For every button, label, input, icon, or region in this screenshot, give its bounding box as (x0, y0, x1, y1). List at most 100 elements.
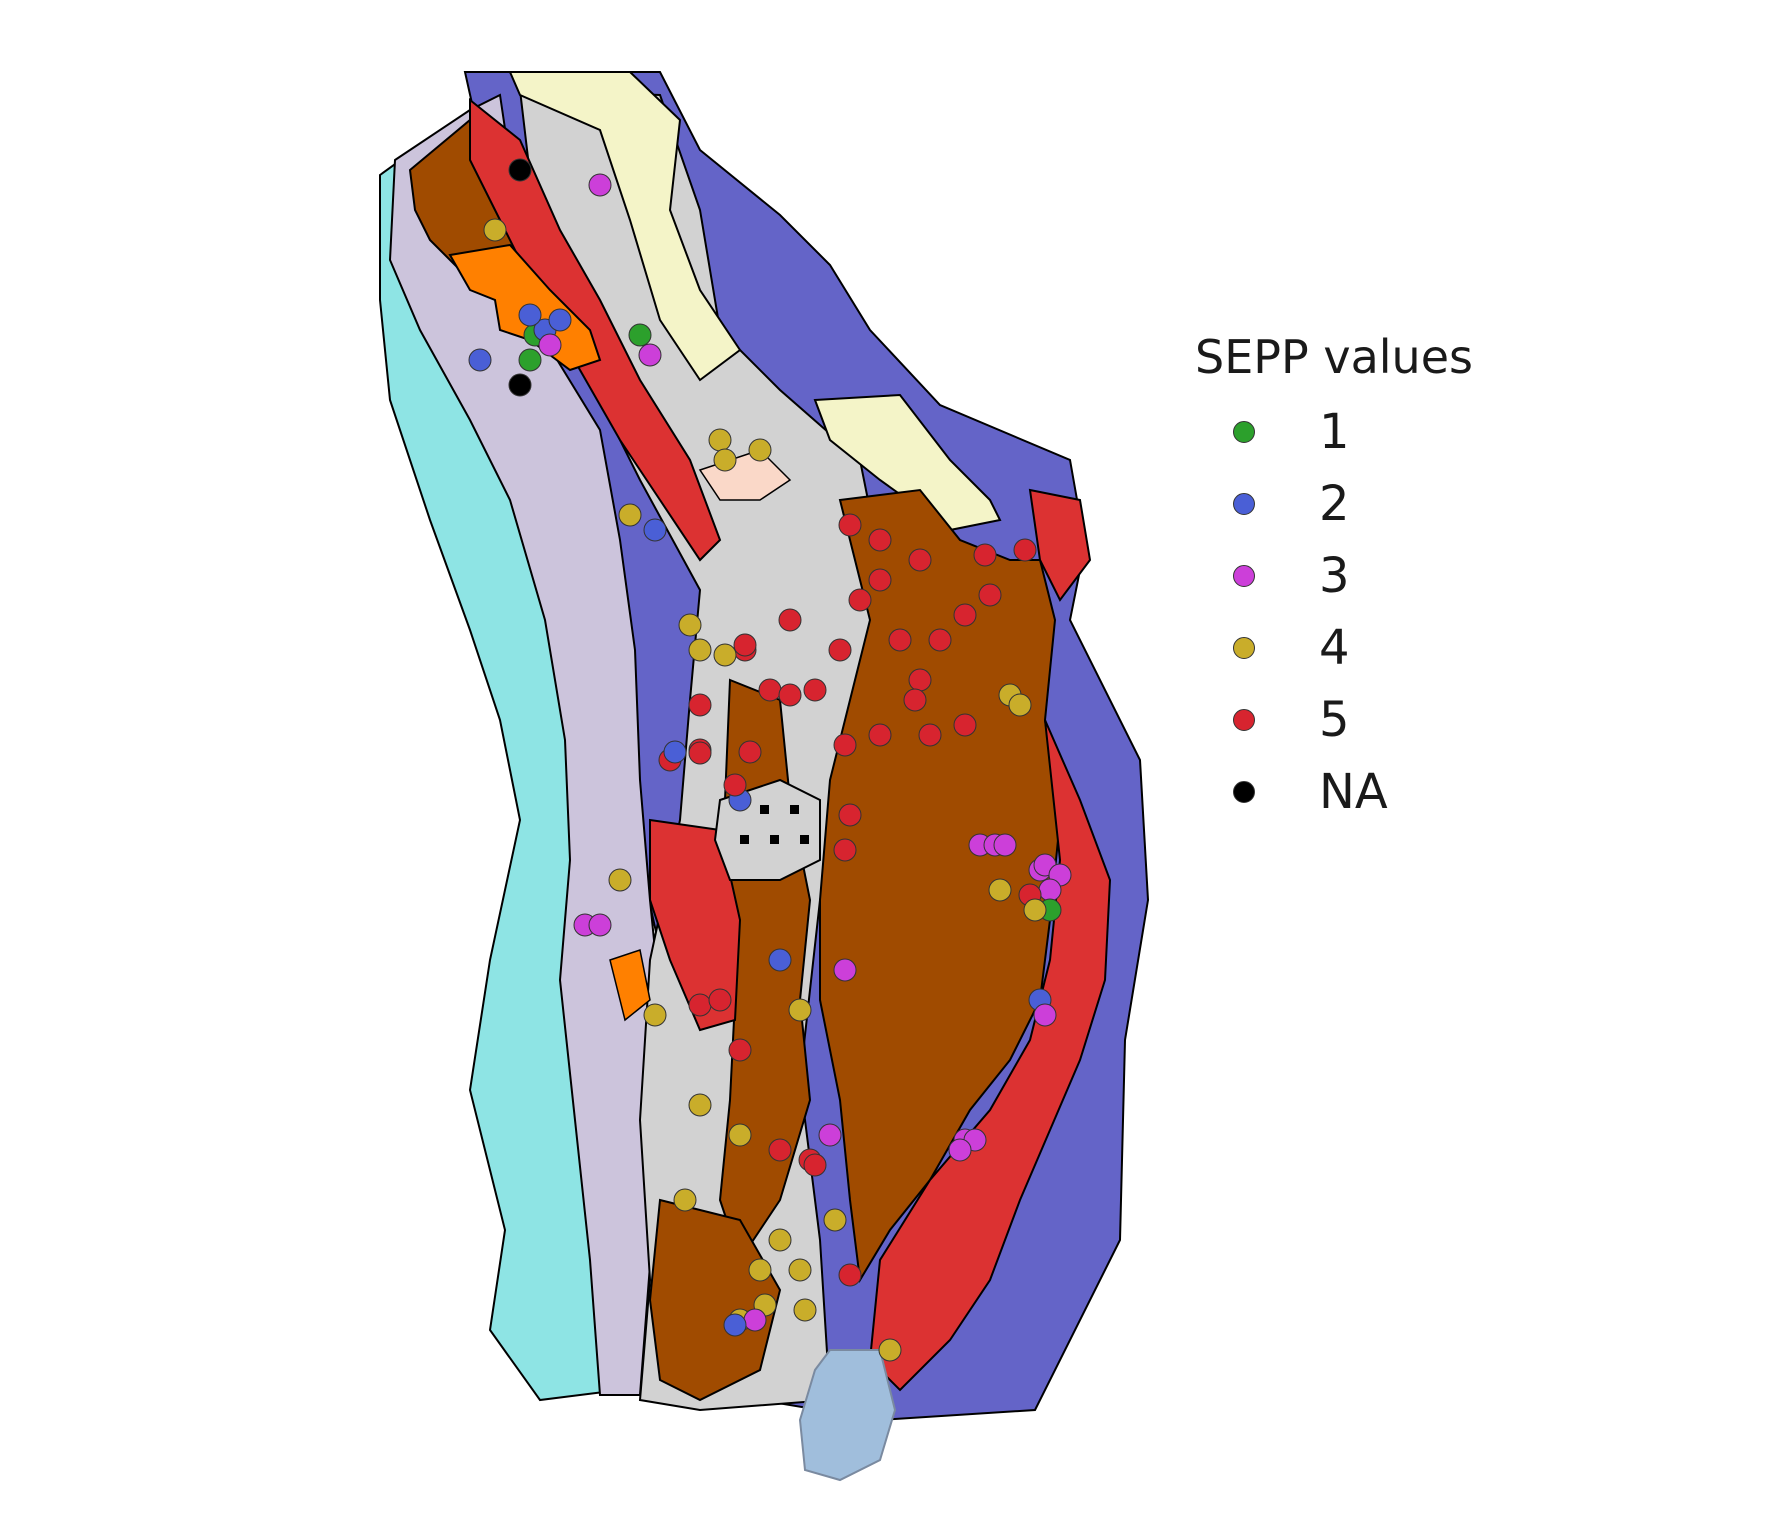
sample-point (978, 583, 1002, 607)
map-unit-brown-sw (648, 1198, 782, 1402)
sample-point (953, 603, 977, 627)
sample-point (803, 678, 827, 702)
sample-point (823, 1208, 847, 1232)
sample-point (838, 1263, 862, 1287)
sample-point (643, 1003, 667, 1027)
sample-point (993, 833, 1017, 857)
sample-point (758, 678, 782, 702)
sample-point (588, 173, 612, 197)
sample-point (1008, 693, 1032, 717)
sample-point (1013, 538, 1037, 562)
sample-point (878, 1338, 902, 1362)
sample-point (468, 348, 492, 372)
sample-point (888, 628, 912, 652)
sample-point (608, 868, 632, 892)
sample-point (518, 348, 542, 372)
sample-point (728, 1123, 752, 1147)
sample-point (918, 723, 942, 747)
sample-point (768, 1138, 792, 1162)
sample-point (688, 741, 712, 765)
legend-label: NA (1319, 764, 1388, 820)
sample-point (973, 543, 997, 567)
sample-point (818, 1123, 842, 1147)
sample-point (618, 503, 642, 527)
sample-point (803, 1153, 827, 1177)
legend-label: 3 (1319, 548, 1350, 604)
legend-label: 4 (1319, 620, 1350, 676)
sample-point (728, 1038, 752, 1062)
sample-point (833, 958, 857, 982)
sample-point (1038, 878, 1062, 902)
sample-point (643, 518, 667, 542)
sample-point (628, 323, 652, 347)
sample-point (748, 1258, 772, 1282)
legend-swatch-1 (1233, 421, 1255, 443)
sample-point (548, 308, 572, 332)
sample-point (833, 838, 857, 862)
legend-swatch-4 (1233, 637, 1255, 659)
sample-point (1023, 898, 1047, 922)
legend-title: SEPP values (1195, 330, 1473, 384)
legend-label: 1 (1319, 404, 1350, 460)
sepp-sample-points (468, 158, 1072, 1362)
sample-point (1033, 1003, 1057, 1027)
sample-point (948, 1138, 972, 1162)
sample-point (688, 638, 712, 662)
sample-point (723, 773, 747, 797)
sample-point (663, 740, 687, 764)
sample-point (733, 633, 757, 657)
sample-point (788, 998, 812, 1022)
sample-point (868, 568, 892, 592)
sample-point (518, 303, 542, 327)
sample-point (838, 513, 862, 537)
sample-point (688, 993, 712, 1017)
map-unit-red-nw (469, 97, 722, 562)
sample-point (908, 668, 932, 692)
map-unit-red-ne (1028, 488, 1092, 602)
sample-point (708, 428, 732, 452)
sample-point (483, 218, 507, 242)
sample-point (743, 1308, 767, 1332)
legend-item: NA (1195, 756, 1473, 828)
sample-point (688, 1093, 712, 1117)
sample-point (908, 548, 932, 572)
legend-item: 2 (1195, 468, 1473, 540)
sample-point (988, 878, 1012, 902)
sample-point (768, 1228, 792, 1252)
sample-point (928, 628, 952, 652)
sample-point (903, 688, 927, 712)
sample-point (778, 608, 802, 632)
sample-point (708, 988, 732, 1012)
sample-point (678, 613, 702, 637)
sample-point (868, 723, 892, 747)
checker-marks (740, 805, 809, 844)
legend-label: 2 (1319, 476, 1350, 532)
sample-point (848, 588, 872, 612)
legend-swatch-5 (1233, 709, 1255, 731)
sample-point (713, 448, 737, 472)
sample-point (778, 683, 802, 707)
map-unit-lake (798, 1349, 897, 1482)
legend-swatch-na (1233, 781, 1255, 803)
map-unit-cream (508, 71, 742, 382)
legend-item: 5 (1195, 684, 1473, 756)
sample-point (588, 913, 612, 937)
sample-point (723, 1313, 747, 1337)
legend: SEPP values 1 2 3 4 5 NA (1195, 330, 1473, 828)
legend-label: 5 (1319, 692, 1350, 748)
sample-point (673, 1188, 697, 1212)
sample-point (638, 343, 662, 367)
sample-point (768, 948, 792, 972)
legend-swatch-3 (1233, 565, 1255, 587)
legend-item: 3 (1195, 540, 1473, 612)
legend-item: 4 (1195, 612, 1473, 684)
sample-point (713, 643, 737, 667)
sample-point (748, 438, 772, 462)
map-unit-cream-2 (813, 393, 1002, 532)
sample-point (868, 528, 892, 552)
sample-point (838, 803, 862, 827)
sample-point (538, 333, 562, 357)
legend-item: 1 (1195, 396, 1473, 468)
map-unit-orange-2 (609, 949, 651, 1022)
sample-point (793, 1298, 817, 1322)
